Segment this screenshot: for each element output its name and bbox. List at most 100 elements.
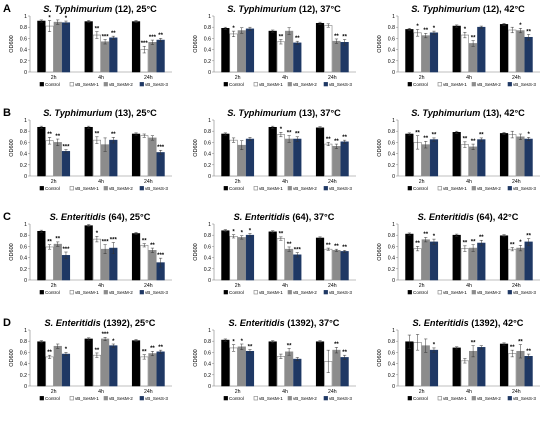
legend-label: Control xyxy=(413,396,428,401)
significance-label: *** xyxy=(102,34,110,40)
x-tick-label: 2h xyxy=(235,75,241,81)
bar-vb-sesm-1 xyxy=(92,34,101,73)
bar-control xyxy=(221,133,230,177)
panel-letter-a: A xyxy=(3,3,11,15)
bar-control xyxy=(315,127,325,177)
significance-label: *** xyxy=(102,332,110,338)
legend-swatch xyxy=(223,82,228,87)
legend-swatch xyxy=(39,290,44,295)
bar-vb-sess-3 xyxy=(477,347,486,387)
y-tick-label: 0.4 xyxy=(204,256,211,262)
chart-panel: S. Typhimurium (13), 42°C 0 0.2 0.4 0.6 0.8 1 O… xyxy=(377,108,540,191)
chart-title: S. Typhimurium (13), 42°C xyxy=(411,108,525,118)
bar-vb-sesm-2 xyxy=(53,345,62,387)
legend-label: vB_SesM-1 xyxy=(259,290,283,295)
bar-vb-sess-3 xyxy=(61,22,71,73)
chart-panel: S. Typhimurium (12), 42°C 0 0.2 0.4 0.6 0.8 1 O… xyxy=(377,4,540,87)
y-tick-label: 0 xyxy=(208,70,211,76)
x-tick-label: 2h xyxy=(419,75,425,81)
y-tick-label: 0.6 xyxy=(388,350,395,356)
significance-label: ** xyxy=(518,339,523,345)
legend-swatch xyxy=(139,290,144,295)
bar-vb-sess-3 xyxy=(340,357,349,387)
legend-label: vB_SesS-3 xyxy=(329,82,352,87)
legend-swatch xyxy=(323,396,328,401)
panel-letter-c: C xyxy=(3,211,11,223)
significance-label: ** xyxy=(342,350,347,356)
legend-swatch xyxy=(471,396,476,401)
bar-vb-sess-3 xyxy=(524,36,533,73)
legend-swatch xyxy=(69,396,74,401)
bar-vb-sesm-1 xyxy=(324,143,333,177)
bar-vb-sesm-1 xyxy=(276,41,285,73)
legend-label: Control xyxy=(45,290,60,295)
x-tick-label: 2h xyxy=(419,283,425,289)
legend-label: vB_SesS-3 xyxy=(513,396,536,401)
significance-label: * xyxy=(527,132,530,138)
significance-label: * xyxy=(249,228,252,234)
bar-vb-sess-3 xyxy=(429,139,439,177)
significance-label: ** xyxy=(423,232,428,238)
bar-vb-sesm-1 xyxy=(276,134,285,177)
legend-swatch xyxy=(437,290,442,295)
bar-control xyxy=(405,133,414,177)
y-tick-label: 0.4 xyxy=(20,48,27,54)
y-axis-label: OD600 xyxy=(9,139,15,156)
y-tick-label: 1 xyxy=(392,14,395,20)
bar-control xyxy=(84,126,93,177)
chart-title-condition: (64), 42°C xyxy=(474,212,519,222)
x-tick-label: 4h xyxy=(282,179,288,185)
bar-vb-sess-3 xyxy=(340,141,349,177)
chart-title: S. Enteritidis (64), 25°C xyxy=(50,212,151,222)
significance-label: *** xyxy=(62,144,70,150)
y-tick-label: 0.8 xyxy=(388,25,395,31)
legend-swatch xyxy=(407,82,412,87)
bar-control xyxy=(131,21,141,73)
bar-vb-sesm-2 xyxy=(516,30,525,73)
bar-vb-sess-3 xyxy=(524,356,533,387)
bar-vb-sess-3 xyxy=(293,42,302,73)
significance-label: * xyxy=(433,343,436,349)
chart-title-condition: (64), 37°C xyxy=(290,212,335,222)
x-tick-label: 24h xyxy=(144,75,153,81)
panel-letter-d: D xyxy=(3,317,11,329)
legend-label: vB_SesS-3 xyxy=(513,186,536,191)
significance-label: ** xyxy=(471,340,476,346)
y-tick-label: 1 xyxy=(24,222,27,228)
legend-label: vB_SesM-1 xyxy=(75,290,99,295)
chart-title-species: S. Typhimurium xyxy=(227,4,296,14)
bar-vb-sesm-2 xyxy=(237,346,246,387)
y-tick-label: 0.8 xyxy=(204,339,211,345)
significance-label: * xyxy=(96,231,99,237)
bar-control xyxy=(84,338,93,387)
significance-label: * xyxy=(433,234,436,240)
bar-control xyxy=(452,347,461,387)
significance-label: ** xyxy=(287,130,292,136)
significance-label: ** xyxy=(95,132,100,138)
legend-swatch xyxy=(471,290,476,295)
chart-title-condition: (1392), 25°C xyxy=(101,318,156,328)
x-tick-label: 2h xyxy=(235,179,241,185)
chart-title: S. Typhimurium (12), 25°C xyxy=(43,4,157,14)
bar-vb-sesm-2 xyxy=(285,138,294,177)
x-tick-label: 4h xyxy=(98,389,104,395)
significance-label: * xyxy=(464,27,467,33)
legend-label: vB_SesS-3 xyxy=(329,396,352,401)
significance-label: ** xyxy=(479,235,484,241)
legend-label: Control xyxy=(413,290,428,295)
chart-title-species: S. Enteritidis xyxy=(418,212,474,222)
significance-label: * xyxy=(65,16,68,22)
bar-vb-sesm-1 xyxy=(229,236,238,281)
bar-vb-sess-3 xyxy=(477,242,486,281)
significance-label: ** xyxy=(142,349,147,355)
legend-swatch xyxy=(507,82,512,87)
y-axis-label: OD600 xyxy=(377,139,383,156)
legend-swatch xyxy=(69,290,74,295)
legend-swatch xyxy=(287,82,292,87)
chart-title-species: S. Typhimurium xyxy=(43,4,112,14)
chart-title: S. Typhimurium (13), 37°C xyxy=(227,108,341,118)
significance-label: ** xyxy=(334,342,339,348)
bar-control xyxy=(452,132,461,177)
bar-vb-sess-3 xyxy=(293,254,302,281)
